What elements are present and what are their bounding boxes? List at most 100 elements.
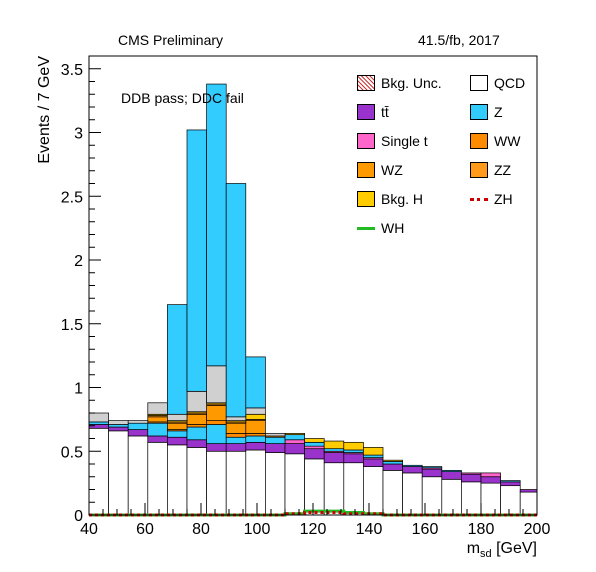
x-tick-label: 80 bbox=[192, 521, 210, 538]
bar-z-3-21 bbox=[500, 480, 521, 483]
bar-tt-1-0 bbox=[88, 424, 109, 429]
bar-qcd-0-14 bbox=[363, 466, 384, 516]
bar-z-3-0 bbox=[88, 421, 109, 425]
bar-qcd-0-18 bbox=[441, 478, 462, 516]
bar-z-3-17 bbox=[421, 466, 443, 469]
y-axis-label: Events / 7 GeV bbox=[36, 56, 53, 164]
legend-swatch bbox=[470, 162, 488, 178]
bar-z-3-7 bbox=[225, 436, 247, 444]
bar-bkgh-7-11 bbox=[304, 438, 325, 443]
bar-z-9-4 bbox=[167, 304, 188, 415]
bar-z-9-6 bbox=[206, 83, 227, 367]
y-tick-label: 2 bbox=[74, 253, 83, 270]
x-tick-label: 180 bbox=[468, 521, 495, 538]
x-tick-label: 200 bbox=[524, 521, 551, 538]
bar-z-3-3 bbox=[147, 422, 168, 437]
bar-z-3-11 bbox=[304, 441, 325, 447]
legend-entry-wz: WZ bbox=[357, 160, 403, 180]
y-tick-label: 2.5 bbox=[61, 189, 83, 206]
bar-qcd-0-15 bbox=[382, 470, 403, 516]
x-tick-label: 100 bbox=[244, 521, 271, 538]
bar-ww-4-6 bbox=[206, 420, 227, 425]
bar-z-3-4 bbox=[167, 430, 188, 438]
x-tick-label: 160 bbox=[412, 521, 439, 538]
bar-qcd-8-6 bbox=[206, 365, 227, 404]
bar-z-9-5 bbox=[186, 129, 207, 392]
bar-qcd-8-3 bbox=[147, 402, 168, 415]
bar-singlet-2-20 bbox=[480, 472, 501, 478]
bar-z-9-8 bbox=[245, 356, 266, 409]
legend-label: WH bbox=[381, 220, 405, 236]
legend-label: Bkg. H bbox=[381, 191, 424, 207]
bar-wz-5-6 bbox=[206, 405, 227, 422]
bar-tt-1-3 bbox=[147, 435, 168, 443]
bar-qcd-0-1 bbox=[108, 430, 129, 516]
bar-qcd-8-8 bbox=[245, 407, 266, 415]
x-tick-label: 120 bbox=[300, 521, 327, 538]
legend-swatch bbox=[470, 104, 488, 120]
bar-tt-1-17 bbox=[421, 468, 443, 478]
bar-qcd-0-16 bbox=[402, 472, 423, 516]
x-axis-label: msd [GeV] bbox=[467, 540, 537, 560]
legend-label: WZ bbox=[381, 162, 403, 178]
bar-z-3-14 bbox=[363, 454, 384, 458]
bar-z-3-15 bbox=[382, 461, 403, 465]
bar-tt-1-15 bbox=[382, 463, 403, 471]
bar-bkgh-7-14 bbox=[363, 447, 384, 456]
bar-qcd-0-20 bbox=[480, 482, 501, 516]
legend-entry-bkgh: Bkg. H bbox=[357, 189, 423, 209]
legend-swatch bbox=[357, 227, 375, 230]
bar-tt-1-22 bbox=[519, 489, 538, 493]
bar-qcd-0-21 bbox=[500, 485, 521, 516]
legend-entry-ww: WW bbox=[470, 131, 520, 151]
bar-bkgh-7-8 bbox=[245, 413, 266, 420]
bar-qcd-8-0 bbox=[88, 412, 109, 423]
bar-z-3-9 bbox=[265, 436, 286, 444]
bar-tt-1-14 bbox=[363, 458, 384, 467]
legend-label: tt̄ bbox=[381, 104, 389, 120]
bar-tt-1-13 bbox=[343, 453, 364, 464]
bar-z-3-13 bbox=[343, 449, 364, 453]
y-tick-label: 0.5 bbox=[61, 444, 83, 461]
bar-qcd-0-12 bbox=[323, 462, 345, 516]
bar-singlet-2-11 bbox=[304, 445, 325, 450]
bar-qcd-0-10 bbox=[284, 453, 305, 516]
legend-label: ZH bbox=[494, 191, 513, 207]
y-tick-label: 3 bbox=[74, 126, 83, 143]
bar-singlet-2-10 bbox=[284, 439, 305, 444]
bar-qcd-8-7 bbox=[225, 416, 247, 422]
bar-qcd-8-1 bbox=[108, 420, 129, 425]
bar-wz-5-4 bbox=[167, 422, 188, 430]
bar-ww-4-8 bbox=[245, 433, 266, 437]
bar-wz-5-8 bbox=[245, 420, 266, 434]
lumi-label: 41.5/fb, 2017 bbox=[418, 32, 500, 48]
bar-tt-1-16 bbox=[402, 466, 423, 474]
bar-tt-1-8 bbox=[245, 441, 266, 451]
bar-qcd-0-9 bbox=[265, 452, 286, 516]
bar-qcd-0-11 bbox=[304, 458, 325, 516]
bar-bkgh-7-12 bbox=[323, 440, 345, 450]
bar-z-9-7 bbox=[225, 183, 247, 418]
bar-z-3-1 bbox=[108, 424, 129, 428]
x-tick-label: 60 bbox=[136, 521, 154, 538]
bar-qcd-8-2 bbox=[127, 420, 149, 424]
bar-qcd-0-19 bbox=[461, 481, 482, 516]
bar-qcd-0-3 bbox=[147, 441, 168, 516]
legend-entry-singlet: Single t bbox=[357, 131, 428, 151]
bar-z-3-5 bbox=[186, 426, 207, 441]
legend-label: WW bbox=[494, 133, 521, 149]
bar-qcd-0-4 bbox=[167, 444, 188, 516]
legend-swatch bbox=[357, 191, 375, 207]
legend-swatch bbox=[357, 133, 375, 149]
bar-z-3-16 bbox=[402, 464, 423, 467]
legend-entry-wh: WH bbox=[357, 218, 404, 238]
legend-entry-z: Z bbox=[470, 102, 503, 122]
legend-label: ZZ bbox=[494, 162, 512, 178]
legend-swatch bbox=[470, 133, 488, 149]
legend-label: Single t bbox=[381, 133, 428, 149]
bar-wz-5-5 bbox=[186, 413, 207, 425]
bar-bkgh-7-13 bbox=[343, 441, 364, 451]
legend-entry-bkgunc: Bkg. Unc. bbox=[357, 73, 442, 93]
y-tick-label: 3.5 bbox=[61, 62, 83, 79]
legend-swatch bbox=[470, 198, 488, 201]
